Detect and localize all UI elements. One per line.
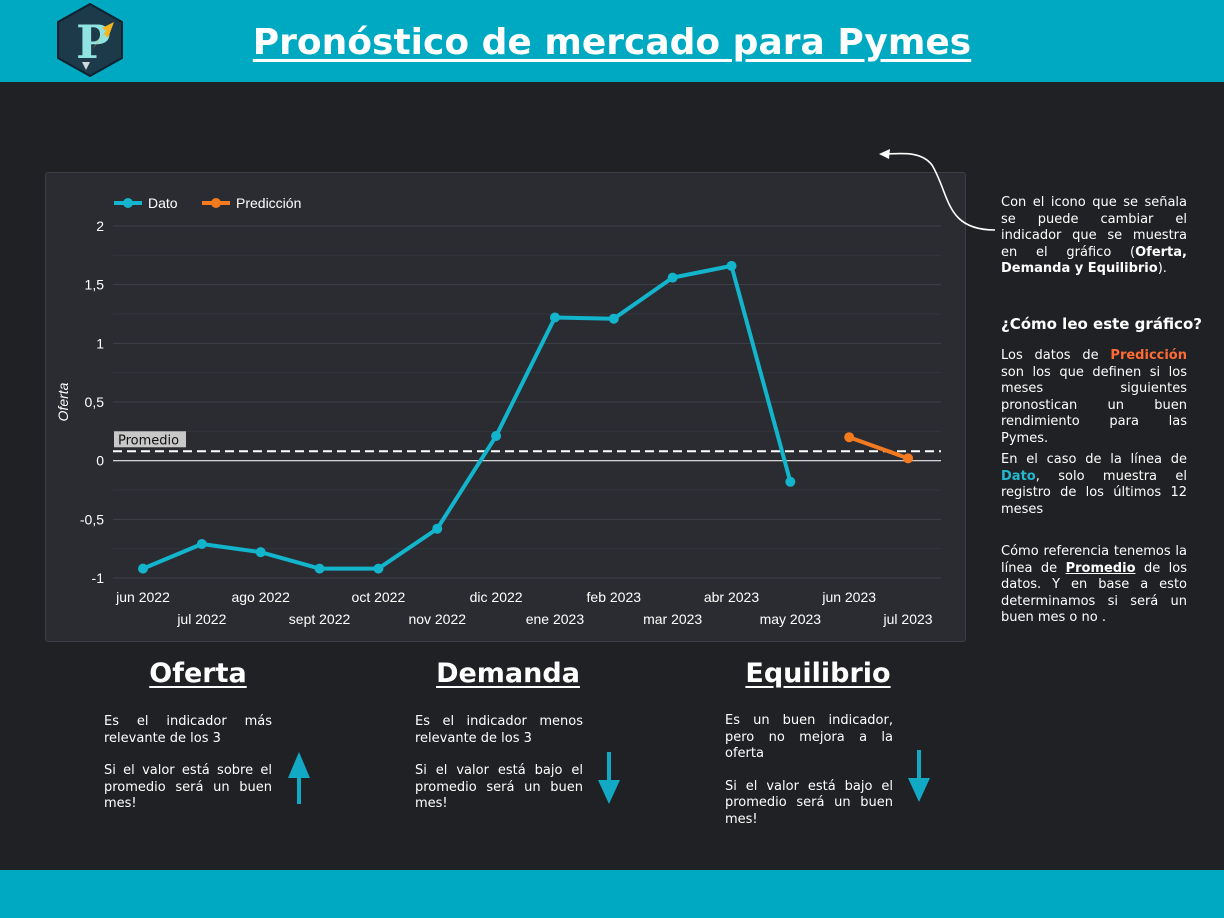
x-tick-label: jul 2022 [176,611,226,627]
pymes-logo: P [57,2,123,78]
legend-marker [123,198,133,208]
svg-text:P: P [76,15,111,69]
data-point [785,476,796,487]
y-tick-label: -0,5 [80,511,104,527]
legend-marker [211,198,221,208]
x-tick-label: jun 2022 [115,589,170,605]
data-point [549,312,560,323]
demanda-description: Es el indicador menos relevante de los 3… [415,714,583,811]
x-tick-label: may 2023 [760,611,822,627]
x-tick-label: mar 2023 [643,611,702,627]
y-axis-label: Oferta [55,382,71,421]
footer-bar [0,870,1224,918]
arrow-down-icon [598,752,620,804]
x-tick-label: feb 2023 [587,589,642,605]
x-tick-label: sept 2022 [289,611,351,627]
x-tick-label: jul 2023 [883,611,933,627]
x-tick-label: abr 2023 [704,589,759,605]
dato-note: En el caso de la línea de Dato, solo mue… [1001,452,1187,517]
series-line-dato [142,263,793,571]
equilibrio-title: Equilibrio [745,658,891,689]
data-point [255,547,266,558]
legend-label: Dato [148,195,178,211]
y-tick-label: 2 [96,218,104,234]
promedio-note: Cómo referencia tenemos la línea de Prom… [1001,544,1187,625]
series-line-predicción [848,435,909,461]
x-tick-label: ago 2022 [231,589,290,605]
data-point [373,563,384,574]
data-point [314,563,325,574]
y-tick-label: 1 [96,335,104,351]
data-point [844,432,855,443]
indicator-note: Con el icono que se señala se puede camb… [1001,195,1187,276]
y-tick-label: 1,5 [85,277,105,293]
y-tick-label: 0,5 [85,394,105,410]
demanda-title: Demanda [436,658,580,689]
arrow-up-icon [288,752,310,804]
oferta-description: Es el indicador más relevante de los 3 S… [104,714,272,811]
arrow-down-icon [908,750,930,802]
y-tick-label: 0 [96,453,104,469]
y-tick-label: -1 [92,570,105,586]
x-tick-label: dic 2022 [470,589,523,605]
header-bar: P Pronóstico de mercado para Pymes [0,0,1224,82]
data-point [667,272,678,283]
data-point [491,431,502,442]
promedio-label: Promedio [118,433,179,448]
line-chart: -1 -0,5 0 0,5 1 1,5 2 Oferta jun 2022 jul 2022 ago… [55,195,941,627]
x-tick-label: nov 2022 [408,611,466,627]
data-point [726,260,737,271]
data-point [608,313,619,324]
page-title: Pronóstico de mercado para Pymes [252,22,972,63]
legend-label: Predicción [236,195,301,211]
data-point [138,563,148,574]
chart-panel: -1 -0,5 0 0,5 1 1,5 2 Oferta jun 2022 jul 2022 ago… [45,172,966,642]
how-to-read-heading: ¿Cómo leo este gráfico? [1001,315,1202,333]
data-point [432,523,443,534]
pointer-arrow [879,149,996,231]
data-point [196,538,207,549]
x-tick-label: ene 2023 [526,611,585,627]
promedio-label-bg [114,431,186,448]
oferta-title: Oferta [149,658,247,689]
x-tick-label: jun 2023 [821,589,876,605]
prediction-note: Los datos de Predicción son los que defi… [1001,348,1187,446]
data-point [903,453,914,464]
x-tick-label: oct 2022 [352,589,406,605]
equilibrio-description: Es un buen indicador, pero no mejora a l… [725,713,893,827]
